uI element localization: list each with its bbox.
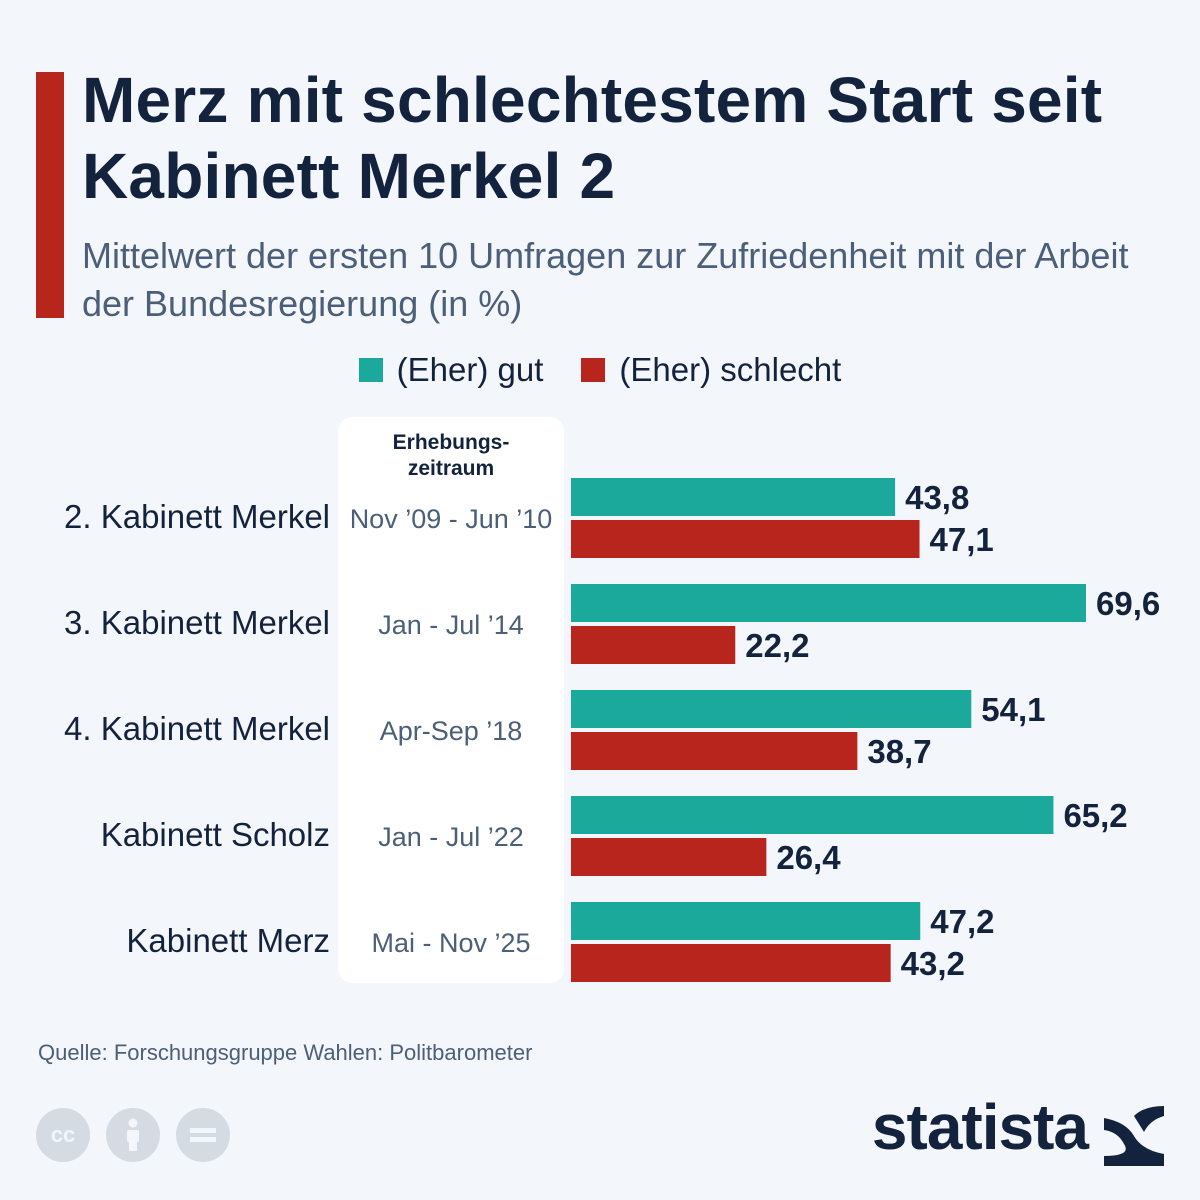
period-label: Nov ’09 - Jun ’10 <box>349 504 553 534</box>
legend-item-gut: (Eher) gut <box>358 351 544 389</box>
bar-schlecht <box>571 520 920 558</box>
legend-label-gut: (Eher) gut <box>396 351 544 388</box>
data-label: 47,1 <box>930 521 994 558</box>
bar-gut <box>571 796 1054 834</box>
attribution-icon[interactable] <box>106 1108 160 1162</box>
legend-item-schlecht: (Eher) schlecht <box>581 351 841 389</box>
bar-schlecht <box>571 838 767 876</box>
statista-logo-icon <box>1104 1106 1164 1166</box>
period-panel <box>338 417 564 983</box>
period-header-line-2: zeitraum <box>407 457 495 480</box>
statista-logo[interactable]: statista <box>871 1091 1089 1163</box>
period-label: Jan - Jul ’22 <box>378 822 524 852</box>
bar-gut <box>571 902 921 940</box>
legend: (Eher) gut (Eher) schlecht <box>0 350 1200 390</box>
chart-subtitle: Mittelwert der ersten 10 Umfragen zur Zu… <box>82 235 1129 324</box>
data-label: 43,2 <box>901 945 965 982</box>
license-icons: cc <box>36 1108 230 1162</box>
legend-swatch-schlecht <box>581 358 606 382</box>
data-label: 65,2 <box>1063 797 1127 834</box>
category-label: 3. Kabinett Merkel <box>64 604 330 641</box>
data-label: 43,8 <box>905 479 969 516</box>
period-label: Jan - Jul ’14 <box>378 610 524 640</box>
data-label: 26,4 <box>776 839 841 876</box>
cc-icon[interactable]: cc <box>36 1108 90 1162</box>
no-derivatives-icon[interactable] <box>176 1108 230 1162</box>
bar-gut <box>571 478 896 516</box>
chart-title: Merz mit schlechtestem Start seit Kabine… <box>82 64 1103 212</box>
data-label: 47,2 <box>930 903 994 940</box>
category-label: Kabinett Scholz <box>100 816 330 853</box>
bar-gut <box>571 690 972 728</box>
period-header: Erhebungs- zeitraum <box>338 430 564 482</box>
period-header-line-1: Erhebungs- <box>392 431 510 454</box>
data-label: 54,1 <box>981 691 1045 728</box>
accent-bar <box>36 72 64 318</box>
data-label: 38,7 <box>867 733 931 770</box>
category-label: 2. Kabinett Merkel <box>64 498 330 535</box>
legend-label-schlecht: (Eher) schlecht <box>619 351 842 388</box>
data-label: 69,6 <box>1096 585 1160 622</box>
category-label: Kabinett Merz <box>126 922 330 959</box>
period-label: Mai - Nov ’25 <box>371 928 531 958</box>
legend-swatch-gut <box>358 358 383 382</box>
source-note: Quelle: Forschungsgruppe Wahlen: Politba… <box>38 1040 533 1065</box>
bar-schlecht <box>571 626 736 664</box>
period-label: Apr-Sep ’18 <box>379 716 523 746</box>
bar-schlecht <box>571 944 891 982</box>
bar-gut <box>571 584 1086 622</box>
category-label: 4. Kabinett Merkel <box>64 710 330 747</box>
data-label: 22,2 <box>745 627 809 664</box>
bar-schlecht <box>571 732 858 770</box>
